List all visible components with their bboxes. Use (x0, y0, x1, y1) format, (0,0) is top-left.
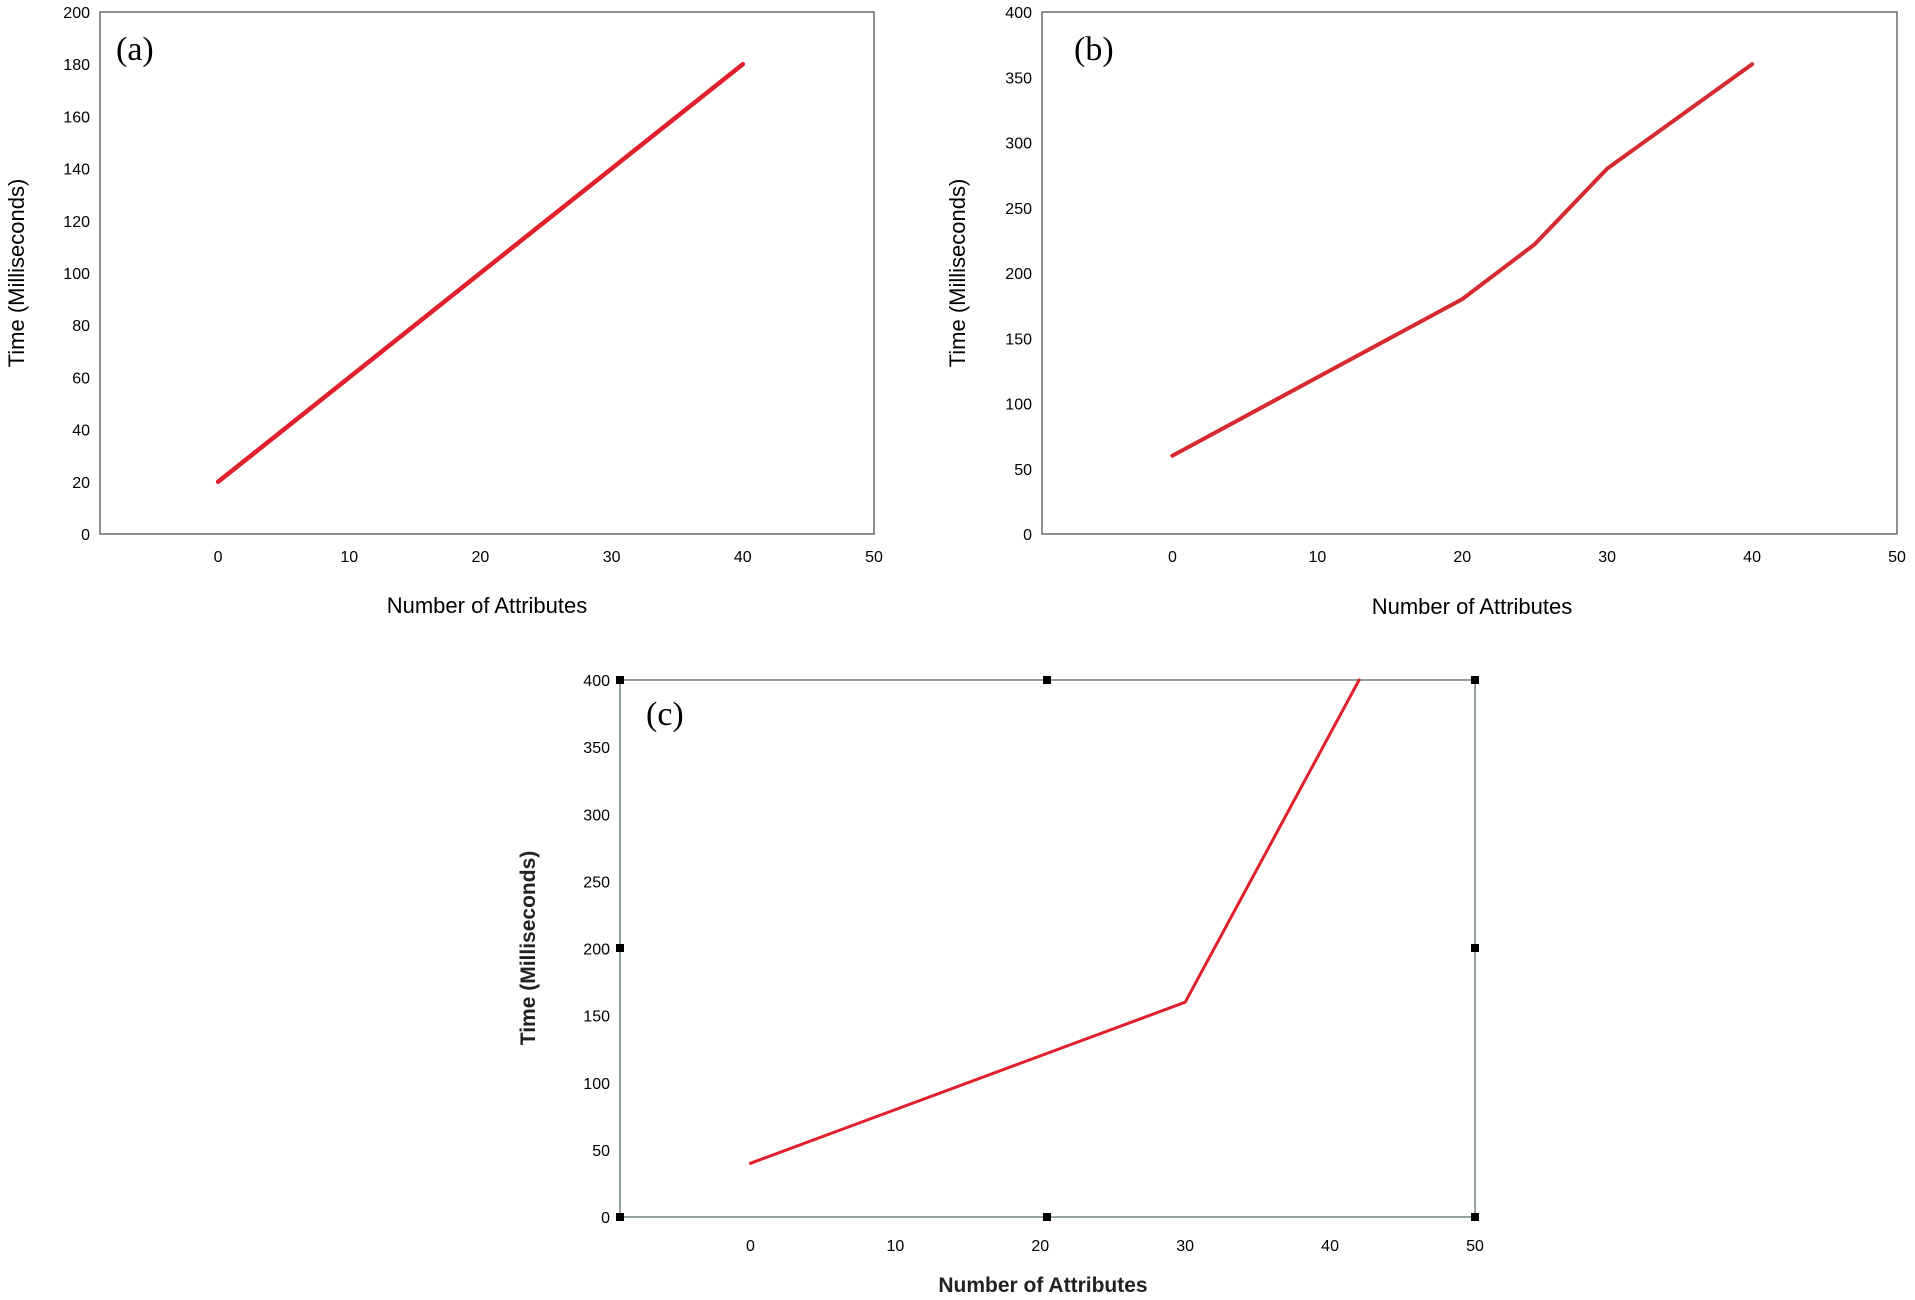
y-tick-label-b-150: 150 (1005, 331, 1032, 348)
plot-frame-a (99, 11, 875, 535)
chart-panel-c: (c) 0 50 100 150 200 250 300 350 400 0 10 20 30 40 50… (517, 673, 1484, 1297)
x-tick-label-b-0: 0 (1168, 549, 1177, 566)
x-axis-title-c: Number of Attributes (938, 1274, 1147, 1297)
frame-handle-middle-left (616, 944, 624, 952)
x-axis-title-b: Number of Attributes (1372, 594, 1573, 619)
y-axis-title-a: Time (Milliseconds) (4, 179, 29, 368)
x-tick-label-a-30: 30 (603, 549, 621, 566)
panel-label-c: (c) (646, 696, 684, 733)
x-tick-label-a-0: 0 (214, 549, 223, 566)
x-axis-title-a: Number of Attributes (387, 593, 588, 618)
x-tick-label-c-10: 10 (886, 1238, 904, 1255)
x-tick-label-c-0: 0 (746, 1238, 755, 1255)
y-tick-label-b-100: 100 (1005, 397, 1032, 414)
y-tick-labels-a: 0 20 40 60 80 100 120 140 160 180 200 (63, 5, 90, 544)
series-line-a-0 (215, 61, 746, 485)
frame-handle-top-right (1471, 676, 1479, 684)
x-tick-label-c-30: 30 (1176, 1238, 1194, 1255)
chart-panel-a: (a) 0 20 40 60 80 100 120 140 160 180 200 0 10 20 30 4… (4, 5, 883, 618)
series-a (215, 61, 746, 485)
frame-handles-c (616, 676, 1479, 1221)
x-tick-label-b-50: 50 (1888, 549, 1906, 566)
y-tick-label-b-0: 0 (1023, 527, 1032, 544)
chart-panel-b: (b) 0 50 100 150 200 250 300 350 400 0 10 20 30 40 50… (945, 5, 1906, 619)
frame-handle-bottom-left (616, 1213, 624, 1221)
y-tick-label-c-150: 150 (583, 1009, 610, 1026)
x-tick-label-a-10: 10 (340, 549, 358, 566)
y-tick-label-a-140: 140 (63, 162, 90, 179)
y-tick-label-c-250: 250 (583, 874, 610, 891)
x-tick-label-a-40: 40 (734, 549, 752, 566)
y-axis-title-c: Time (Milliseconds) (517, 851, 540, 1046)
y-tick-label-a-100: 100 (63, 266, 90, 283)
series-c (748, 678, 1361, 1165)
plot-frame-b (1041, 11, 1898, 535)
y-tick-label-a-160: 160 (63, 109, 90, 126)
y-tick-label-b-400: 400 (1005, 5, 1032, 22)
x-tick-label-a-50: 50 (865, 549, 883, 566)
y-tick-label-c-100: 100 (583, 1076, 610, 1093)
y-tick-label-b-250: 250 (1005, 201, 1032, 218)
y-tick-label-a-40: 40 (72, 423, 90, 440)
y-tick-labels-c: 0 50 100 150 200 250 300 350 400 (583, 673, 610, 1227)
y-tick-label-a-200: 200 (63, 5, 90, 22)
y-tick-label-b-350: 350 (1005, 70, 1032, 87)
y-tick-label-b-200: 200 (1005, 266, 1032, 283)
panel-label-a: (a) (116, 31, 154, 68)
series-b (1170, 62, 1755, 458)
frame-handle-top-left (616, 676, 624, 684)
frame-handle-top-middle (1043, 676, 1051, 684)
x-tick-labels-a: 0 10 20 30 40 50 (214, 549, 883, 566)
y-tick-label-a-60: 60 (72, 370, 90, 387)
frame-handle-middle-right (1471, 944, 1479, 952)
y-tick-label-b-300: 300 (1005, 136, 1032, 153)
x-tick-label-b-30: 30 (1598, 549, 1616, 566)
y-axis-title-b: Time (Milliseconds) (945, 179, 970, 368)
y-tick-label-b-50: 50 (1014, 462, 1032, 479)
frame-handle-bottom-right (1471, 1213, 1479, 1221)
y-tick-label-a-180: 180 (63, 57, 90, 74)
x-tick-label-c-20: 20 (1031, 1238, 1049, 1255)
series-line-c-0 (748, 678, 1361, 1165)
plot-frame-c (619, 679, 1476, 1218)
y-tick-label-c-50: 50 (592, 1143, 610, 1160)
x-tick-label-b-20: 20 (1453, 549, 1471, 566)
x-tick-label-b-10: 10 (1308, 549, 1326, 566)
frame-handle-bottom-middle (1043, 1213, 1051, 1221)
y-tick-label-c-200: 200 (583, 942, 610, 959)
y-tick-labels-b: 0 50 100 150 200 250 300 350 400 (1005, 5, 1032, 544)
x-tick-label-b-40: 40 (1743, 549, 1761, 566)
y-tick-label-c-350: 350 (583, 740, 610, 757)
series-line-b-0 (1170, 62, 1755, 458)
y-tick-label-a-0: 0 (81, 527, 90, 544)
y-tick-label-a-120: 120 (63, 214, 90, 231)
y-tick-label-c-300: 300 (583, 807, 610, 824)
x-tick-label-a-20: 20 (472, 549, 490, 566)
x-tick-label-c-50: 50 (1466, 1238, 1484, 1255)
y-tick-label-c-0: 0 (601, 1210, 610, 1227)
panel-label-b: (b) (1074, 31, 1114, 68)
x-tick-labels-c: 0 10 20 30 40 50 (746, 1238, 1484, 1255)
y-tick-label-a-80: 80 (72, 318, 90, 335)
x-tick-label-c-40: 40 (1321, 1238, 1339, 1255)
x-tick-labels-b: 0 10 20 30 40 50 (1168, 549, 1906, 566)
y-tick-label-a-20: 20 (72, 475, 90, 492)
y-tick-label-c-400: 400 (583, 673, 610, 690)
